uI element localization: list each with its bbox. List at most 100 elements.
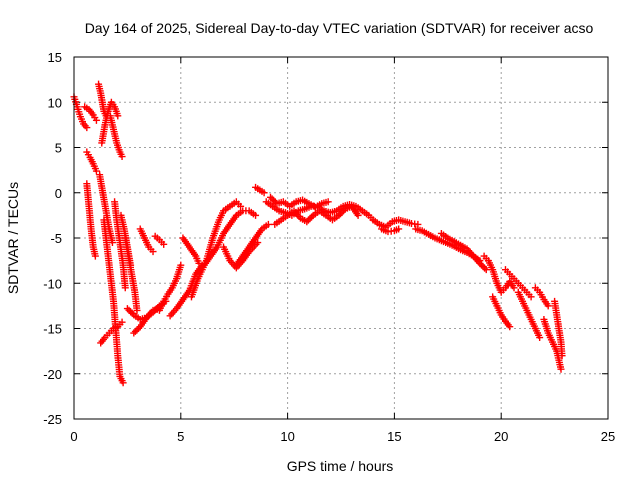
- series-track-24: [232, 220, 272, 269]
- data-point: [121, 284, 129, 292]
- data-point: [133, 306, 141, 314]
- data-point-trail: [186, 273, 199, 292]
- y-tick-label: 15: [48, 50, 62, 65]
- data-point-trail: [168, 306, 179, 318]
- data-point-trail: [537, 291, 546, 301]
- data-point-trail: [371, 217, 381, 227]
- data-point: [536, 334, 544, 342]
- data-point-trail: [86, 107, 96, 117]
- data-point-trail: [99, 191, 110, 213]
- data-point-trail: [499, 313, 508, 323]
- data-point-trail: [551, 300, 560, 317]
- x-tick-label: 0: [70, 429, 77, 444]
- series-track-3: [83, 148, 100, 175]
- data-point-trail: [555, 327, 565, 344]
- data-point-trail: [403, 218, 413, 227]
- data-point-trail: [90, 245, 99, 258]
- series-track-30: [378, 225, 403, 236]
- data-point: [476, 259, 484, 267]
- data-point-trail: [515, 291, 525, 303]
- data-point-trail: [397, 217, 407, 225]
- data-point-trail: [180, 236, 192, 249]
- data-point: [114, 112, 122, 120]
- series-track-7: [106, 112, 126, 161]
- data-point-trail: [117, 375, 126, 385]
- data-point: [91, 252, 99, 260]
- data-point-trail: [279, 213, 289, 222]
- data-point-trail: [331, 213, 341, 222]
- data-point-trail: [452, 243, 462, 253]
- x-tick-label: 20: [494, 429, 508, 444]
- data-point-trail: [446, 235, 456, 244]
- data-point-trail: [260, 222, 270, 231]
- series-track-9: [100, 216, 127, 387]
- series-track-6: [98, 98, 122, 147]
- series-track-16: [136, 225, 157, 256]
- grid-lines: [74, 57, 608, 419]
- data-point-trail: [187, 245, 198, 258]
- data-point-trail: [380, 226, 390, 235]
- data-point-trail: [142, 236, 152, 249]
- data-point-trail: [83, 182, 93, 208]
- data-point-trail: [553, 313, 562, 330]
- series-track-34: [489, 293, 514, 331]
- y-tick-label: -5: [50, 231, 62, 246]
- data-point: [482, 266, 490, 274]
- data-point-trail: [228, 199, 238, 209]
- data-point-trail: [503, 280, 512, 290]
- data-point-trail: [288, 199, 298, 209]
- x-tick-label: 5: [177, 429, 184, 444]
- data-point-trail: [131, 291, 141, 312]
- data-point-trail: [477, 261, 489, 272]
- x-axis-label: GPS time / hours: [287, 458, 394, 474]
- data-point-trail: [520, 300, 530, 312]
- data-point-trail: [307, 201, 317, 210]
- data-point-trail: [384, 220, 394, 229]
- y-tick-label: -20: [43, 367, 62, 382]
- data-point-trail: [138, 315, 149, 329]
- data-point: [510, 284, 518, 292]
- data-point: [118, 153, 126, 161]
- data-point: [324, 198, 332, 206]
- data-point-trail: [524, 309, 534, 321]
- data-point-trail: [98, 123, 109, 145]
- y-tick-label: 0: [55, 186, 62, 201]
- series-track-21: [187, 207, 260, 301]
- data-point-trail: [292, 209, 303, 220]
- data-point: [92, 116, 100, 124]
- data-point-trail: [433, 235, 443, 244]
- data-point: [264, 220, 272, 228]
- data-point-trail: [343, 203, 353, 212]
- series-track-23: [220, 239, 262, 272]
- data-point-trail: [264, 199, 274, 209]
- data-point-trail: [277, 208, 287, 216]
- data-point-trail: [247, 208, 257, 218]
- data-point: [303, 218, 311, 226]
- series-track-4: [83, 180, 99, 260]
- data-point-trail: [459, 247, 469, 256]
- data-point-trail: [222, 204, 232, 213]
- data-point-trail: [169, 277, 179, 289]
- data-point: [130, 329, 138, 337]
- data-point-trail: [459, 242, 469, 252]
- data-point-trail: [294, 197, 304, 205]
- data-point: [195, 259, 203, 267]
- data-point-trail: [440, 231, 450, 240]
- series-track-32: [437, 229, 490, 274]
- data-point-trail: [247, 240, 260, 254]
- data-point-trail: [87, 227, 97, 249]
- data-point-trail: [503, 319, 512, 329]
- data-point-trail: [304, 213, 316, 224]
- data-point: [123, 305, 131, 313]
- series-track-2: [81, 103, 100, 124]
- data-point: [83, 124, 91, 132]
- data-point-trail: [221, 222, 233, 236]
- series-track-17: [151, 232, 168, 248]
- data-point-trail: [74, 105, 84, 118]
- data-point: [267, 193, 275, 201]
- data-point: [395, 225, 403, 233]
- series-track-28: [267, 193, 332, 211]
- data-point: [544, 302, 552, 310]
- data-point-trail: [337, 207, 348, 218]
